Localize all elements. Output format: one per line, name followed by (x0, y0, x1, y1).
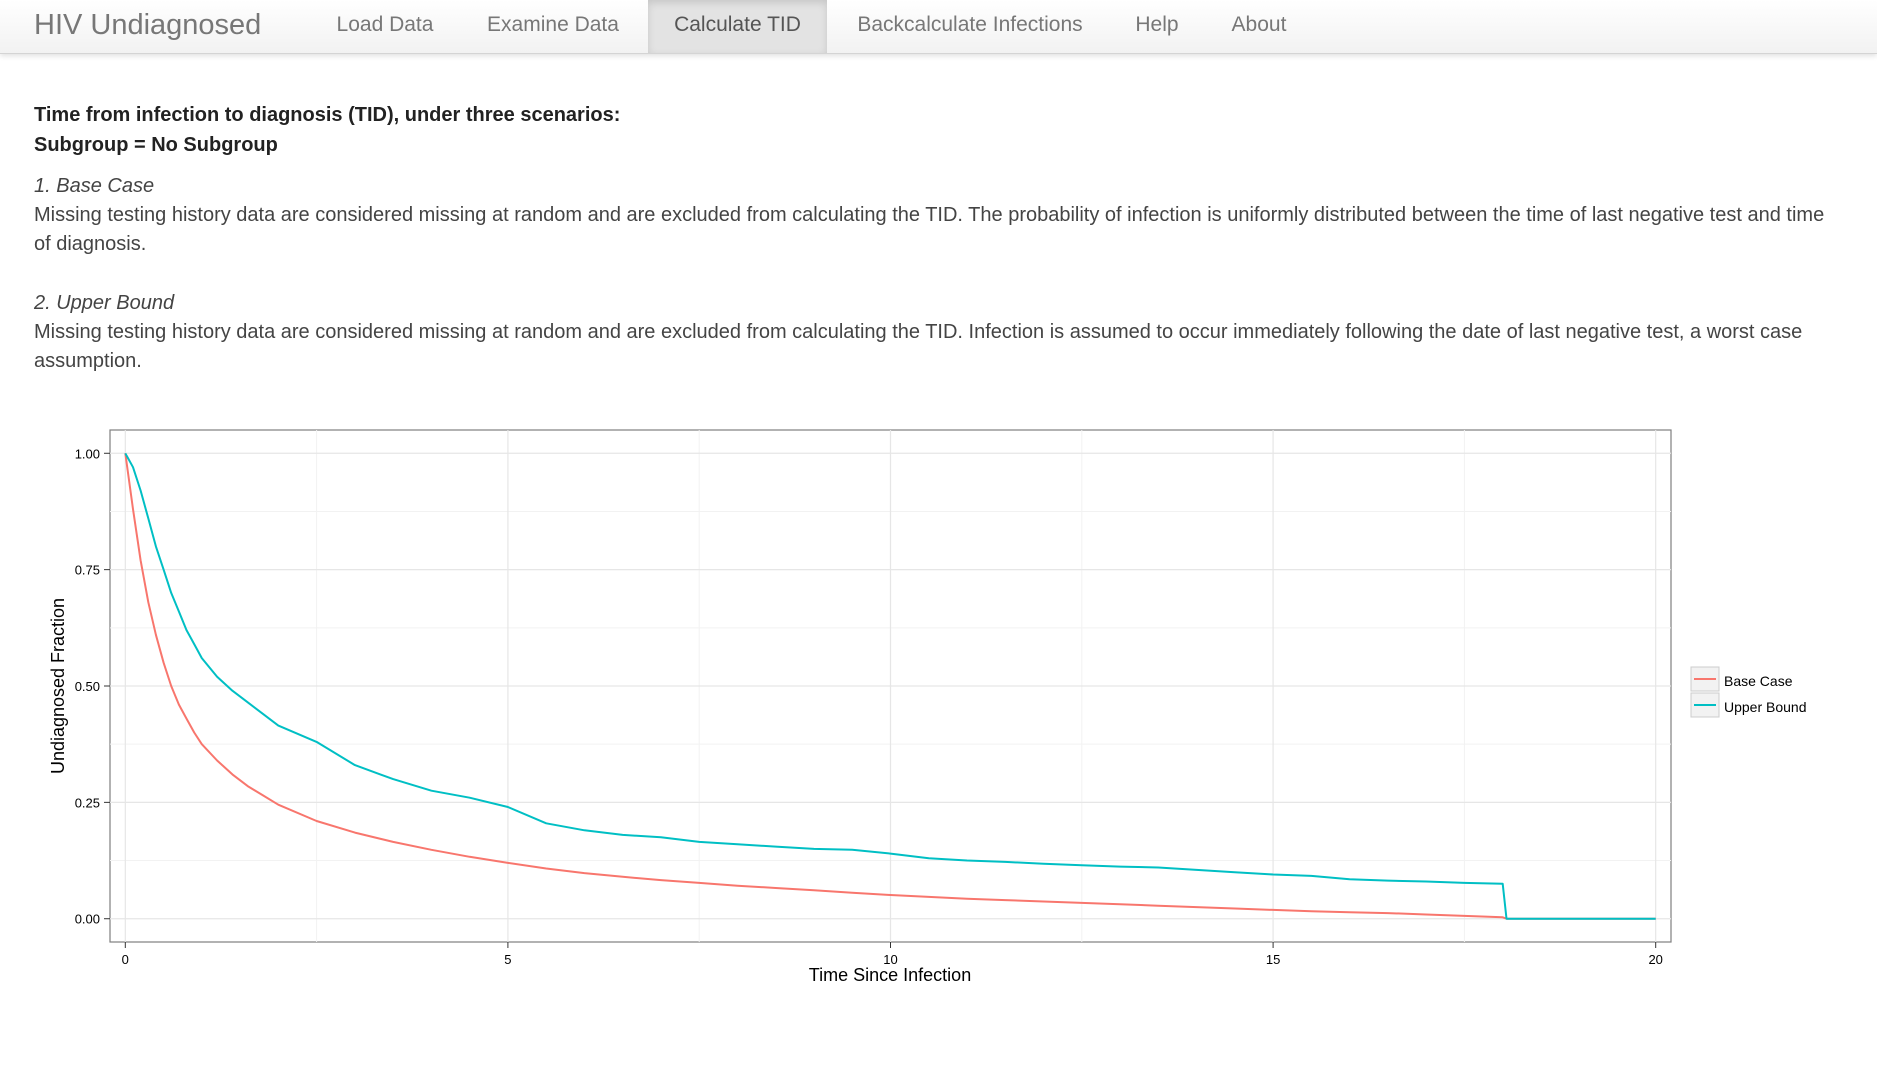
tab-help[interactable]: Help (1135, 13, 1179, 36)
scenario-description-upper-bound: Missing testing history data are conside… (34, 321, 1803, 372)
tab-examine-data[interactable]: Examine Data (487, 13, 619, 36)
x-tick-label: 10 (883, 952, 897, 967)
tab-load-data[interactable]: Load Data (336, 13, 434, 36)
grid (110, 430, 1671, 942)
app-brand[interactable]: HIV Undiagnosed (34, 9, 262, 41)
x-tick-label: 5 (504, 952, 511, 967)
chart-legend: Base Case Upper Bound (1690, 666, 1807, 718)
tab-about[interactable]: About (1231, 13, 1287, 36)
tab-calculate-tid[interactable]: Calculate TID (648, 0, 827, 53)
scenario-title-base-case: 1. Base Case (34, 175, 155, 197)
legend-label-base-case: Base Case (1724, 673, 1793, 689)
legend-label-upper-bound: Upper Bound (1724, 699, 1807, 715)
x-tick-label: 15 (1266, 952, 1280, 967)
series-line-base-case (124, 453, 1656, 920)
series-lines (124, 452, 1656, 920)
y-tick-label: 0.75 (75, 563, 100, 578)
tab-backcalculate-infections[interactable]: Backcalculate Infections (857, 13, 1083, 36)
y-tick-label: 0.50 (75, 679, 100, 694)
x-tick-label: 20 (1648, 952, 1662, 967)
y-tick-label: 0.25 (75, 795, 100, 810)
scenario-title-upper-bound: 2. Upper Bound (34, 292, 175, 314)
x-tick-label: 0 (122, 952, 129, 967)
axes: 0 5 10 15 20 0.00 0.25 0.50 0.75 1.00 (75, 446, 1663, 967)
page-heading: Time from infection to diagnosis (TID), … (34, 104, 621, 126)
x-axis-label: Time Since Infection (809, 965, 971, 985)
subgroup-heading: Subgroup = No Subgroup (34, 134, 278, 156)
series-line-upper-bound (124, 452, 1656, 920)
y-tick-label: 1.00 (75, 446, 100, 461)
y-axis-label: Undiagnosed Fraction (48, 598, 68, 774)
scenario-description-base-case: Missing testing history data are conside… (34, 204, 1825, 255)
main-content: Time from infection to diagnosis (TID), … (34, 100, 1844, 376)
y-tick-label: 0.00 (75, 912, 100, 927)
navbar: HIV Undiagnosed Load Data Examine Data C… (0, 0, 1877, 54)
